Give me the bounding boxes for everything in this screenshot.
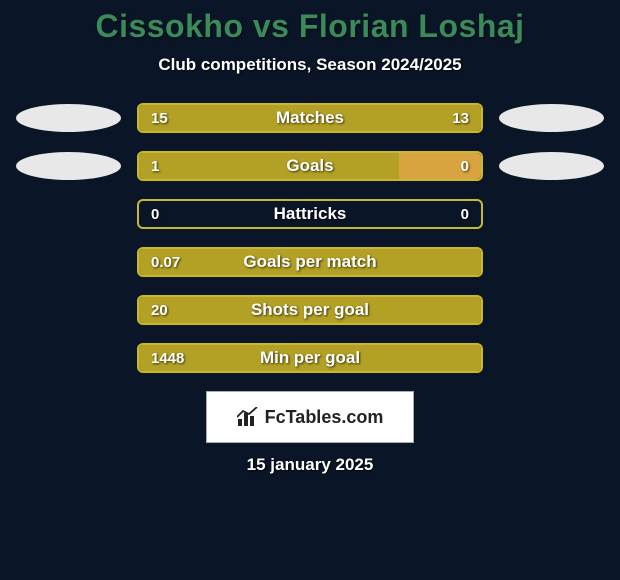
stat-value-left: 20: [151, 302, 168, 319]
spacer: [499, 296, 604, 324]
stat-label: Matches: [139, 108, 481, 128]
player-left-icon: [16, 104, 121, 132]
stat-value-right: 0: [461, 158, 469, 175]
stat-value-left: 0: [151, 206, 159, 223]
stat-row: Shots per goal20: [0, 295, 620, 325]
subtitle: Club competitions, Season 2024/2025: [0, 55, 620, 75]
spacer: [499, 248, 604, 276]
stat-label: Goals: [139, 156, 481, 176]
stat-value-right: 13: [452, 110, 469, 127]
stat-label: Min per goal: [139, 348, 481, 368]
logo-text: FcTables.com: [265, 407, 384, 428]
spacer: [16, 200, 121, 228]
stat-value-left: 0.07: [151, 254, 180, 271]
stat-row: Goals per match0.07: [0, 247, 620, 277]
stat-bar: Matches15 13: [137, 103, 483, 133]
stat-label: Shots per goal: [139, 300, 481, 320]
logo-box[interactable]: FcTables.com: [206, 391, 414, 443]
stat-row: Goals1 0: [0, 151, 620, 181]
spacer: [499, 344, 604, 372]
stat-value-left: 15: [151, 110, 168, 127]
stat-bar: Hattricks0 0: [137, 199, 483, 229]
stat-bar: Goals1 0: [137, 151, 483, 181]
date-text: 15 january 2025: [0, 455, 620, 475]
spacer: [16, 296, 121, 324]
stat-value-left: 1448: [151, 350, 184, 367]
stat-row: Hattricks0 0: [0, 199, 620, 229]
player-right-icon: [499, 152, 604, 180]
stat-label: Hattricks: [139, 204, 481, 224]
bar-chart-icon: [237, 407, 259, 427]
comparison-card: Cissokho vs Florian Loshaj Club competit…: [0, 0, 620, 580]
stat-value-left: 1: [151, 158, 159, 175]
stat-value-right: 0: [461, 206, 469, 223]
player-right-icon: [499, 104, 604, 132]
stat-bar: Min per goal1448: [137, 343, 483, 373]
spacer: [499, 200, 604, 228]
spacer: [16, 344, 121, 372]
stat-bar: Shots per goal20: [137, 295, 483, 325]
stats-area: Matches1513Goals10Hattricks00Goals per m…: [0, 103, 620, 373]
stat-row: Matches15 13: [0, 103, 620, 133]
stat-bar: Goals per match0.07: [137, 247, 483, 277]
page-title: Cissokho vs Florian Loshaj: [0, 8, 620, 45]
player-left-icon: [16, 152, 121, 180]
stat-row: Min per goal1448: [0, 343, 620, 373]
spacer: [16, 248, 121, 276]
stat-label: Goals per match: [139, 252, 481, 272]
